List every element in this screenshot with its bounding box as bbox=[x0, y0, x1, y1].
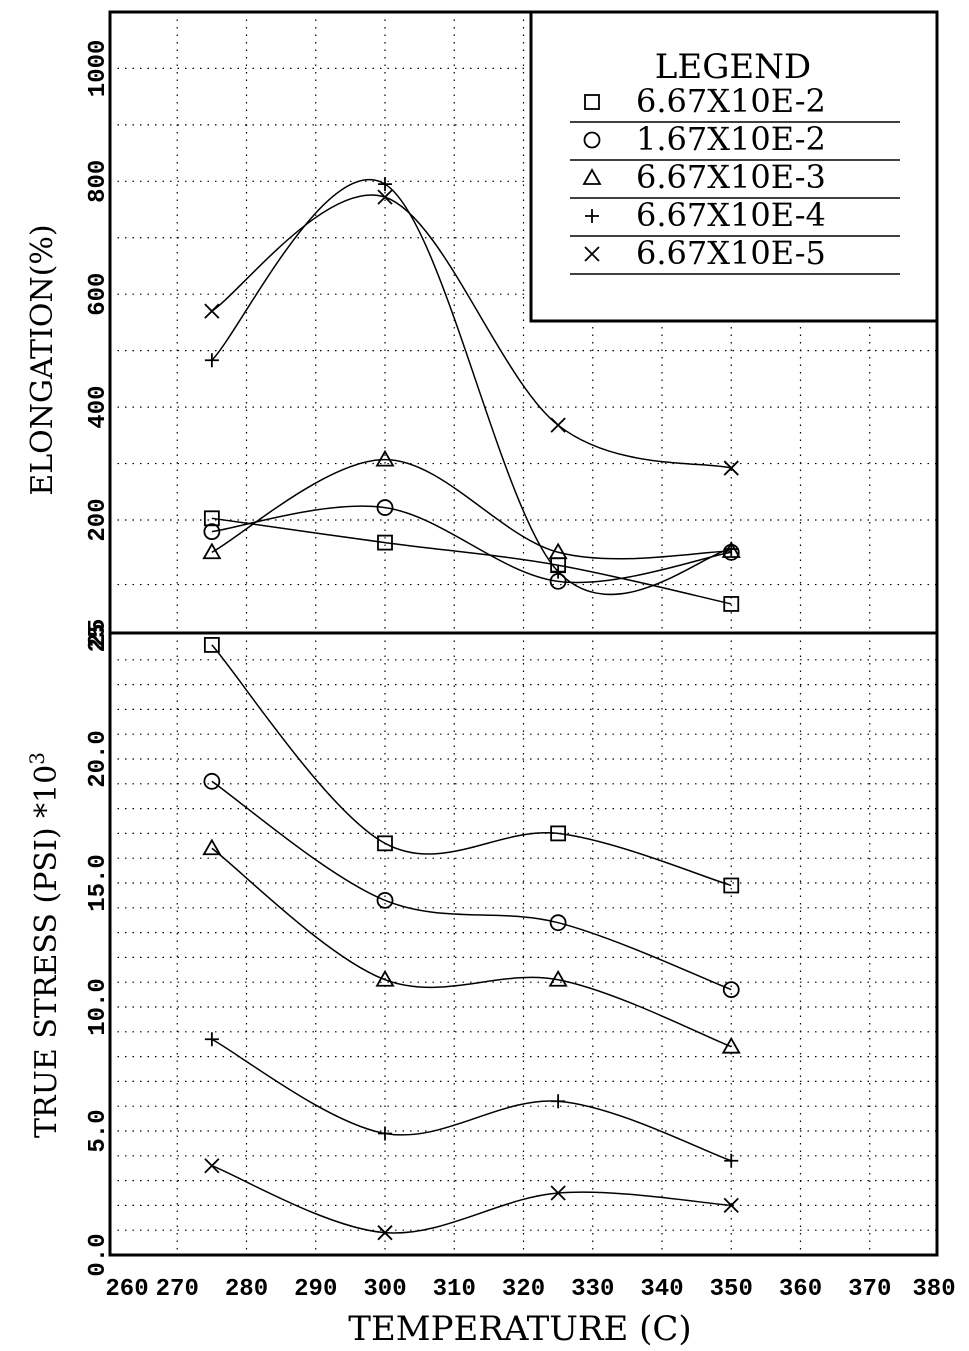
y-tick-label-stress: 15.0 bbox=[85, 854, 112, 912]
x-tick-label: 330 bbox=[571, 1276, 614, 1303]
elongation-point-triangle bbox=[375, 449, 395, 467]
stress-curve-circle bbox=[211, 780, 732, 991]
elongation-point-square bbox=[203, 510, 220, 527]
x-tick-label: 300 bbox=[363, 1276, 406, 1303]
y-axis-label-elongation: ELONGATION(%) bbox=[25, 224, 60, 495]
elongation-point-triangle bbox=[548, 542, 568, 560]
series-markers bbox=[202, 177, 741, 1241]
legend-label: 1.67X10E-2 bbox=[636, 120, 826, 158]
elongation-curve-cross bbox=[211, 194, 732, 469]
y-tick-label-stress: 0.0 bbox=[85, 1233, 112, 1276]
y-tick-label-elongation: 1000 bbox=[85, 40, 112, 98]
legend-marker-circle bbox=[583, 131, 601, 149]
x-tick-label: 380 bbox=[912, 1276, 955, 1303]
elongation-curve-circle bbox=[211, 505, 732, 584]
stress-curve-plus bbox=[211, 1038, 732, 1162]
stress-point-triangle bbox=[375, 969, 395, 987]
stress-point-triangle bbox=[548, 969, 568, 987]
stress-point-circle bbox=[549, 914, 567, 932]
stress-point-circle bbox=[203, 772, 221, 790]
x-tick-label: 360 bbox=[779, 1276, 822, 1303]
y-tick-label-stress: 5.0 bbox=[85, 1109, 112, 1152]
y-tick-label-elongation: 600 bbox=[85, 273, 112, 316]
legend-box bbox=[529, 10, 939, 323]
y-tick-label-elongation: 200 bbox=[85, 498, 112, 541]
x-axis-label: TEMPERATURE (C) bbox=[348, 1309, 691, 1349]
elongation-point-cross bbox=[723, 460, 739, 476]
x-tick-label: 350 bbox=[710, 1276, 753, 1303]
y-tick-label-elongation: 800 bbox=[85, 160, 112, 203]
legend: LEGEND6.67X10E-21.67X10E-26.67X10E-36.67… bbox=[529, 10, 939, 323]
elongation-curve-plus bbox=[211, 179, 732, 596]
tick-labels: 1000 800 600 400 200 25 0.0 5.0 10.0 15.0 20.0 25 26… bbox=[85, 40, 956, 1303]
stress-point-plus bbox=[378, 1126, 392, 1141]
elongation-point-square bbox=[377, 534, 393, 551]
y-tick-label-stress: 20.0 bbox=[85, 730, 112, 788]
stress-point-square bbox=[723, 877, 740, 894]
stress-point-cross bbox=[377, 1225, 393, 1241]
stress-curve-triangle bbox=[211, 847, 732, 1048]
legend-title: LEGEND bbox=[655, 47, 811, 87]
x-tick-label: 290 bbox=[294, 1276, 337, 1303]
stress-point-square bbox=[550, 825, 567, 842]
grid-lines bbox=[110, 12, 937, 1255]
elongation-point-cross bbox=[204, 303, 220, 319]
legend-label: 6.67X10E-5 bbox=[636, 234, 826, 272]
stress-point-circle bbox=[722, 981, 740, 999]
elongation-point-plus bbox=[724, 542, 739, 557]
legend-label: 6.67X10E-2 bbox=[636, 82, 826, 120]
elongation-curve-triangle bbox=[211, 458, 732, 560]
stress-point-plus bbox=[204, 1032, 219, 1047]
plot-frame bbox=[108, 10, 939, 1257]
legend-marker-square bbox=[584, 94, 600, 110]
elongation-point-square bbox=[723, 596, 740, 612]
legend-marker-triangle bbox=[582, 168, 602, 185]
stress-point-cross bbox=[550, 1185, 566, 1201]
y-tick-label-elongation: 25 bbox=[85, 619, 112, 648]
stress-point-plus bbox=[724, 1153, 739, 1168]
legend-label: 6.67X10E-3 bbox=[636, 158, 826, 196]
x-tick-label: 370 bbox=[848, 1276, 891, 1303]
elongation-curve-square bbox=[211, 517, 732, 605]
stress-point-circle bbox=[376, 891, 394, 909]
y-axis-label-true-stress: TRUE STRESS (PSI) *103 bbox=[25, 752, 64, 1138]
x-tick-label: 260 bbox=[105, 1276, 148, 1303]
y-axis-label-superscript: 3 bbox=[25, 752, 49, 765]
x-tick-label: 320 bbox=[502, 1276, 545, 1303]
legend-marker-plus bbox=[585, 209, 599, 223]
stress-point-triangle bbox=[721, 1036, 741, 1054]
x-tick-label: 340 bbox=[640, 1276, 683, 1303]
stress-curve-square bbox=[211, 644, 732, 887]
stress-curve-cross bbox=[211, 1165, 732, 1234]
elongation-point-cross bbox=[550, 417, 566, 433]
elongation-point-plus bbox=[378, 177, 392, 192]
y-tick-label-stress: 25 bbox=[85, 624, 112, 653]
y-tick-label-stress: 10.0 bbox=[85, 978, 112, 1036]
legend-marker-cross bbox=[584, 246, 600, 262]
elongation-point-cross bbox=[377, 189, 393, 205]
elongation-point-triangle bbox=[202, 542, 222, 560]
series-curves bbox=[211, 179, 732, 1234]
stress-point-square bbox=[203, 637, 220, 653]
stress-point-plus bbox=[551, 1094, 566, 1109]
y-axis-label-true-stress-main: TRUE STRESS (PSI) *10 bbox=[29, 765, 64, 1138]
stress-point-triangle bbox=[202, 838, 222, 856]
x-tick-label: 280 bbox=[225, 1276, 268, 1303]
legend-label: 6.67X10E-4 bbox=[636, 196, 826, 234]
stress-point-square bbox=[377, 835, 393, 852]
y-tick-label-elongation: 400 bbox=[85, 385, 112, 428]
x-tick-label: 310 bbox=[433, 1276, 476, 1303]
stress-point-cross bbox=[723, 1197, 739, 1214]
elongation-point-circle bbox=[203, 523, 221, 541]
elongation-point-plus bbox=[551, 564, 566, 579]
elongation-point-triangle bbox=[721, 541, 741, 558]
elongation-point-circle bbox=[376, 499, 394, 516]
x-tick-label: 270 bbox=[156, 1276, 199, 1303]
stress-point-cross bbox=[204, 1158, 220, 1174]
elongation-point-plus bbox=[204, 353, 219, 368]
